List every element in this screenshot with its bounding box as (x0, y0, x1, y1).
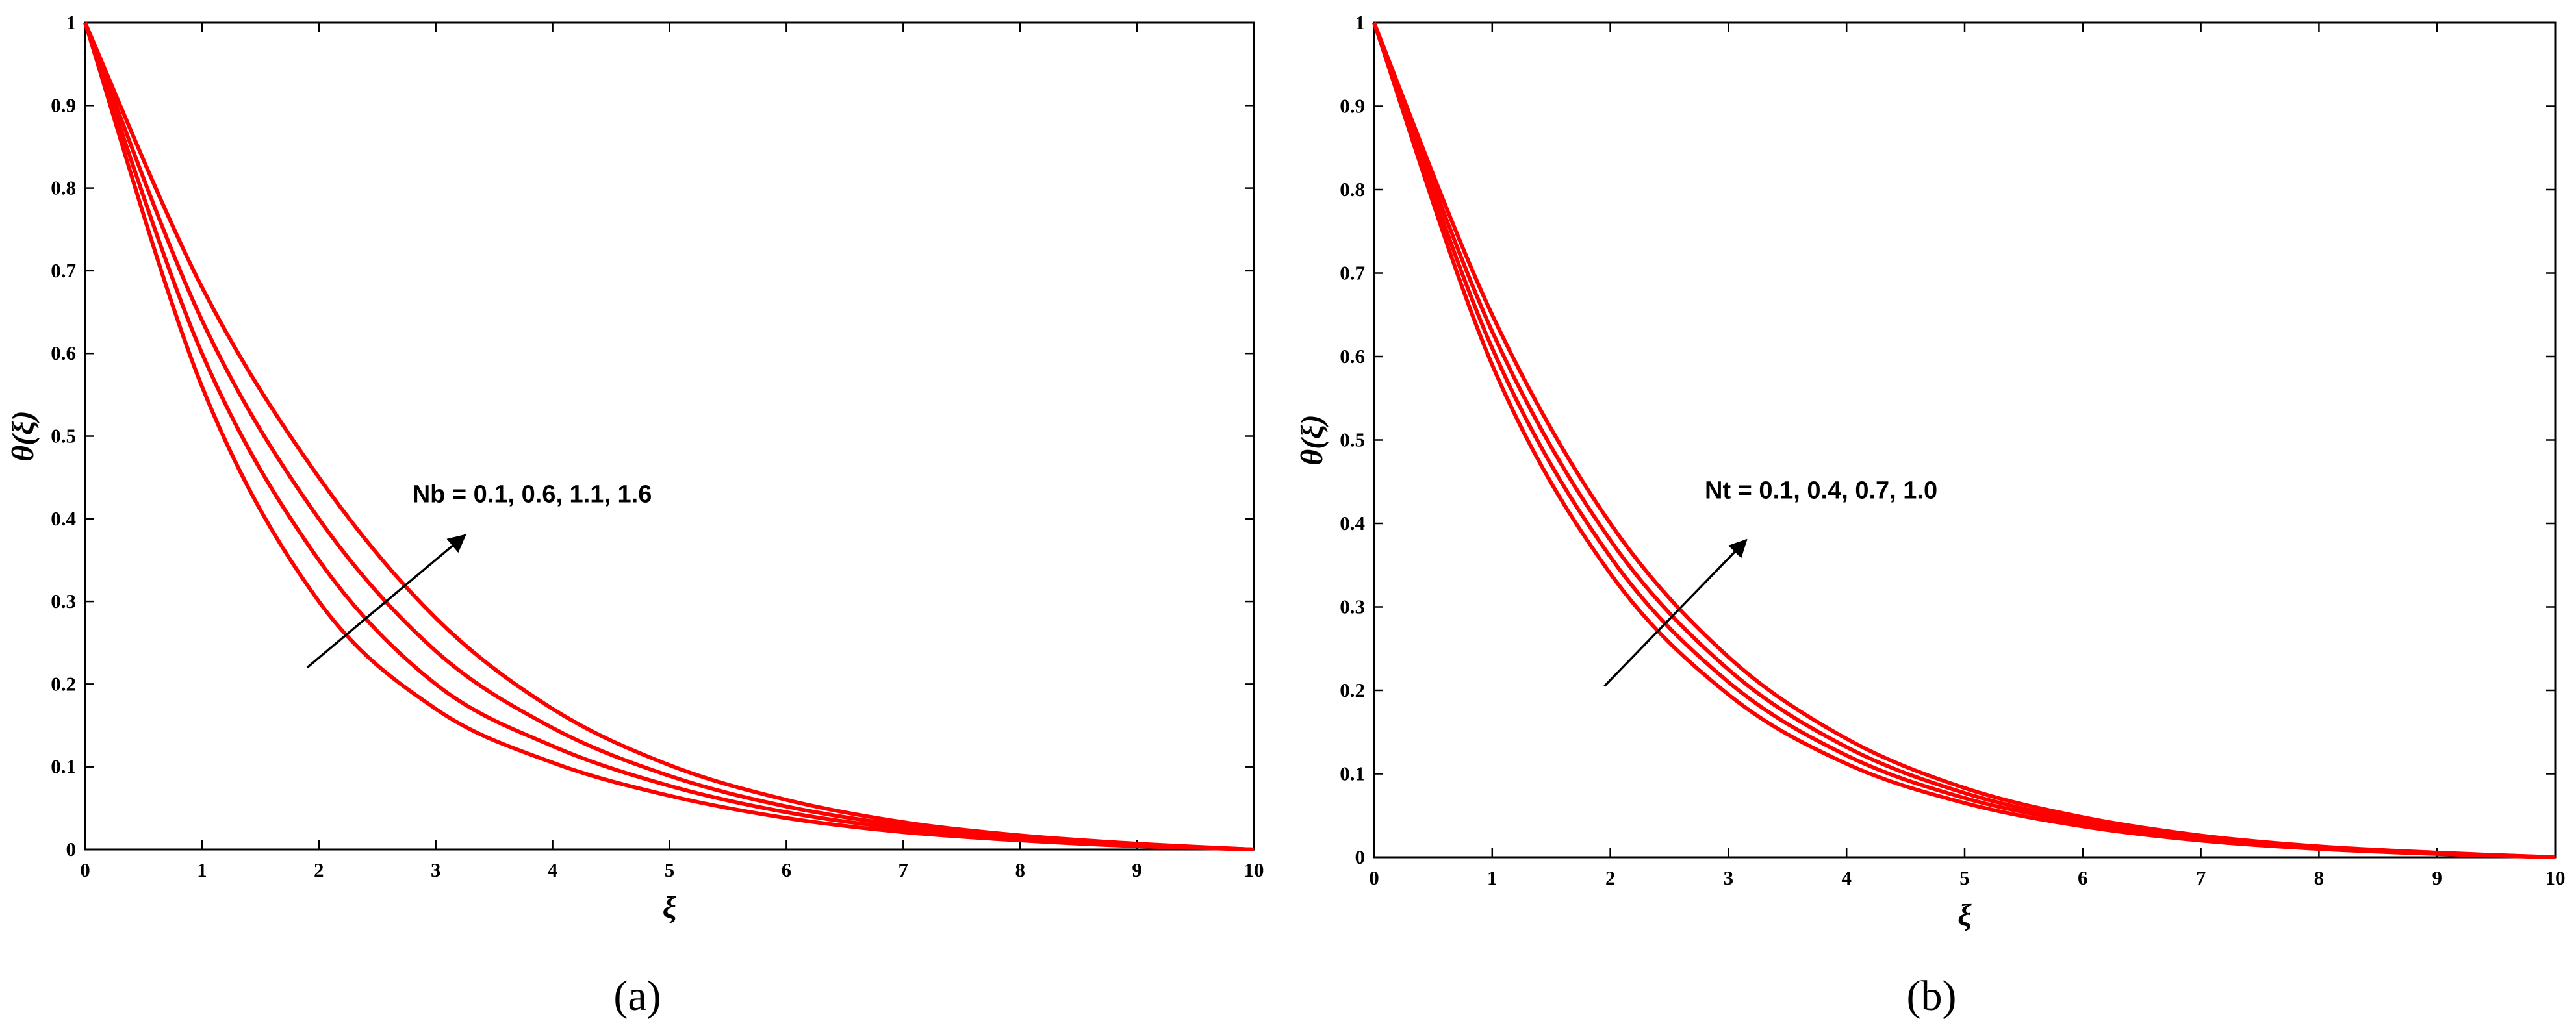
curve (1372, 22, 2556, 859)
y-tick-label: 0.6 (51, 342, 76, 364)
x-tick-label: 8 (2314, 866, 2325, 889)
plot-frame (1373, 21, 2557, 859)
y-tick-label: 0.6 (1340, 345, 1365, 368)
x-tick-label: 3 (1724, 866, 1734, 889)
y-tick-label: 0.9 (51, 94, 76, 116)
x-tick-label: 6 (2078, 866, 2088, 889)
annotation: Nt = 0.1, 0.4, 0.7, 1.0 (1705, 477, 1937, 504)
y-tick-label: 0.5 (1340, 429, 1365, 451)
x-tick-label: 0 (1369, 866, 1379, 889)
x-axis-label: ξ (1958, 898, 1972, 933)
y-tick-label: 0.2 (51, 672, 76, 695)
curve (83, 22, 1255, 851)
curve (83, 21, 1255, 851)
y-tick-label: 0.9 (1340, 95, 1365, 118)
x-tick-label: 0 (80, 859, 90, 881)
x-tick-label: 6 (782, 859, 792, 881)
x-tick-label: 10 (2545, 866, 2566, 889)
y-tick-label: 0.4 (1340, 512, 1365, 534)
y-tick-label: 0.8 (51, 177, 76, 199)
annotation-arrow (1603, 538, 1748, 687)
y-tick-label: 0.4 (51, 507, 76, 530)
x-tick-label: 9 (1132, 859, 1142, 881)
x-tick-label: 9 (2432, 866, 2442, 889)
x-tick-label: 10 (1244, 859, 1264, 881)
panel: 00.10.20.30.40.50.60.70.80.910 1 2 3 4 5 6 7 8 9 1… (1295, 11, 2566, 1020)
x-tick-label: 3 (431, 859, 441, 881)
x-tick-label: 2 (314, 859, 324, 881)
y-tick-label: 0.1 (51, 755, 76, 778)
panel-label: (a) (613, 972, 661, 1020)
curve (83, 22, 1255, 851)
annotation: Nb = 0.1, 0.6, 1.1, 1.6 (413, 481, 652, 508)
panel-label: (b) (1907, 972, 1957, 1020)
x-axis-label: ξ (663, 890, 677, 925)
x-tick-label: 1 (197, 859, 207, 881)
y-tick-label: 1 (66, 11, 77, 34)
annotation-arrow (306, 534, 466, 669)
y-tick-label: 0.5 (51, 425, 76, 447)
curve (1372, 21, 2556, 859)
y-tick-label: 0.2 (1340, 679, 1365, 701)
plot-frame (84, 21, 1255, 851)
curve (1372, 21, 2556, 859)
y-tick-label: 0 (66, 838, 77, 860)
curve (83, 21, 1255, 851)
curve (1372, 21, 2556, 859)
x-tick-label: 2 (1605, 866, 1616, 889)
x-tick-label: 5 (665, 859, 675, 881)
y-tick-label: 0.7 (51, 259, 76, 282)
y-tick-label: 0.3 (1340, 596, 1365, 618)
y-tick-label: 0.7 (1340, 262, 1365, 284)
y-tick-label: 0 (1355, 846, 1366, 868)
y-tick-label: 1 (1355, 11, 1366, 34)
y-tick-label: 0.8 (1340, 178, 1365, 201)
x-tick-label: 5 (1959, 866, 1970, 889)
x-tick-label: 4 (1841, 866, 1852, 889)
panel: 00.10.20.30.40.50.60.70.80.910 1 2 3 4 5 6 7 8 9 1… (6, 11, 1264, 1020)
y-axis-label: θ(ξ) (1295, 414, 1329, 465)
x-tick-label: 1 (1487, 866, 1498, 889)
y-axis-label: θ(ξ) (6, 410, 40, 461)
x-tick-label: 4 (548, 859, 558, 881)
x-tick-label: 8 (1015, 859, 1025, 881)
x-tick-label: 7 (899, 859, 909, 881)
y-tick-label: 0.1 (1340, 762, 1365, 785)
y-tick-label: 0.3 (51, 590, 76, 612)
x-tick-label: 7 (2196, 866, 2206, 889)
